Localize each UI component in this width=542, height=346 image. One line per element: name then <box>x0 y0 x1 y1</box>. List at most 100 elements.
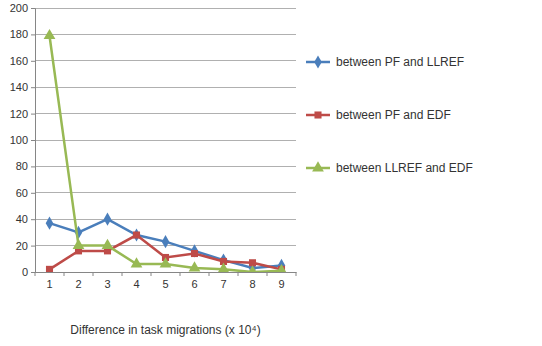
legend-item: between PF and LLREF <box>306 55 464 69</box>
x-tick-label: 6 <box>191 278 197 290</box>
x-separator <box>151 272 152 276</box>
x-tick-label: 5 <box>162 278 168 290</box>
x-tick: 9 <box>278 272 284 290</box>
y-tick-label: 20 <box>16 240 28 252</box>
series-marker <box>46 266 53 272</box>
x-tick-label: 4 <box>133 278 139 290</box>
x-tick: 7 <box>220 272 226 290</box>
x-tick-label: 7 <box>220 278 226 290</box>
x-axis-title: Difference in task migrations (x 10⁴) <box>70 323 260 337</box>
series-marker <box>102 239 114 249</box>
y-tick-mark <box>31 219 35 220</box>
legend-marker <box>314 55 322 68</box>
grid-line <box>35 140 296 141</box>
y-tick-label: 0 <box>22 266 28 278</box>
x-separator <box>93 272 94 276</box>
series-marker <box>191 250 198 257</box>
y-tick-mark <box>31 166 35 167</box>
legend-marker <box>314 111 321 118</box>
legend-marker <box>312 161 324 171</box>
x-tick-label: 1 <box>46 278 52 290</box>
series-line <box>50 219 282 268</box>
series-marker <box>247 265 259 272</box>
legend-item: between PF and EDF <box>306 108 451 122</box>
y-axis-line <box>31 9 36 273</box>
y-tick: 140 <box>10 81 35 93</box>
grid-line <box>35 8 296 9</box>
legend-item: between LLREF and EDF <box>306 161 473 175</box>
series-marker <box>162 235 170 248</box>
x-separator <box>35 272 36 276</box>
legend-label: between LLREF and EDF <box>336 161 473 175</box>
series-marker <box>189 261 201 271</box>
x-separator <box>64 272 65 276</box>
x-tick-label: 9 <box>278 278 284 290</box>
y-tick-label: 60 <box>16 187 28 199</box>
grid-line <box>35 87 296 88</box>
y-tick-label: 80 <box>16 160 28 172</box>
grid-line <box>35 34 296 35</box>
y-tick-label: 140 <box>10 81 28 93</box>
y-tick: 200 <box>10 2 35 14</box>
grid-line <box>35 192 296 193</box>
x-tick-label: 8 <box>249 278 255 290</box>
x-tick-label: 3 <box>104 278 110 290</box>
x-tick-label: 2 <box>75 278 81 290</box>
x-separator <box>122 272 123 276</box>
y-tick-mark <box>31 193 35 194</box>
y-tick-label: 160 <box>10 55 28 67</box>
y-tick: 180 <box>10 28 35 40</box>
y-tick: 120 <box>10 108 35 120</box>
series-group <box>44 29 288 272</box>
y-axis: 0 20 40 60 80 100 120 140 160 180 200 <box>10 2 36 278</box>
x-tick: 1 <box>46 272 52 290</box>
series-line <box>50 235 282 269</box>
y-tick-label: 40 <box>16 213 28 225</box>
x-separator <box>296 272 297 276</box>
grid-line <box>35 113 296 114</box>
series-marker <box>44 29 56 39</box>
series-marker <box>104 213 112 226</box>
series-marker <box>131 257 143 267</box>
x-tick: 8 <box>249 272 255 290</box>
x-axis-line <box>36 272 297 273</box>
series-marker <box>133 232 140 239</box>
y-tick: 80 <box>16 160 35 172</box>
y-tick: 160 <box>10 55 35 67</box>
x-tick: 5 <box>162 272 168 290</box>
series-line <box>50 36 282 272</box>
series-marker <box>191 244 199 257</box>
x-separator <box>238 272 239 276</box>
series-marker <box>73 239 85 249</box>
series-marker <box>276 264 288 272</box>
y-tick: 40 <box>16 213 35 225</box>
y-tick-mark <box>31 34 35 35</box>
y-tick: 0 <box>22 266 35 278</box>
y-tick-mark <box>31 87 35 88</box>
y-tick-label: 100 <box>10 134 28 146</box>
series-marker <box>218 263 230 272</box>
y-tick-mark <box>31 140 35 141</box>
x-tick: 2 <box>75 272 81 290</box>
x-separator <box>209 272 210 276</box>
y-tick-label: 180 <box>10 28 28 40</box>
series-marker <box>160 257 172 267</box>
y-tick-mark <box>31 61 35 62</box>
x-tick: 3 <box>104 272 110 290</box>
y-tick-label: 120 <box>10 108 28 120</box>
y-tick-mark <box>31 114 35 115</box>
x-separator <box>267 272 268 276</box>
grid-line <box>35 166 296 167</box>
series-marker <box>46 217 54 230</box>
x-separators <box>35 272 296 276</box>
x-axis: 1 2 3 4 5 6 7 8 9 <box>35 272 297 290</box>
y-tick: 20 <box>16 240 35 252</box>
legend-label: between PF and EDF <box>336 108 451 122</box>
legend-label: between PF and LLREF <box>336 55 464 69</box>
legend: between PF and LLREF between PF and EDF be… <box>306 55 473 175</box>
plot-area: 0 20 40 60 80 100 120 140 160 180 200 1 2 3 4 5 6 7 8 9 <box>10 2 297 290</box>
series-marker <box>133 228 141 241</box>
y-tick-mark <box>31 272 35 273</box>
y-tick: 100 <box>10 134 35 146</box>
y-tick: 60 <box>16 187 35 199</box>
